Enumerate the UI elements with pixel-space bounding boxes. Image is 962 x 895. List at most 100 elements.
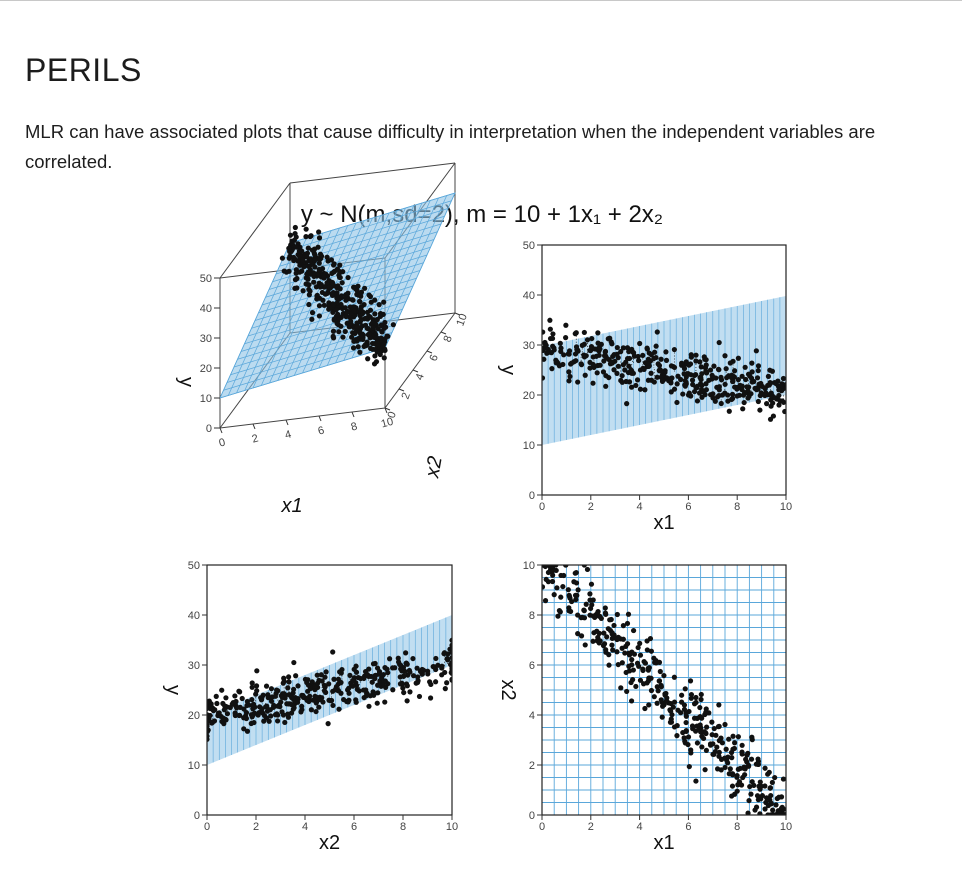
data-point [560,583,566,590]
data-point [567,373,573,380]
data-point [777,810,783,815]
data-point [614,649,620,655]
data-point [663,349,669,355]
data-point [275,703,281,709]
data-point [339,666,345,673]
data-point [716,387,722,393]
plane-gridline [286,200,452,252]
data-point [550,331,556,337]
data-point [353,328,359,335]
data-point [767,785,774,791]
data-point [778,383,785,389]
data-point [573,358,579,364]
data-point [214,700,220,707]
data-point [317,251,324,257]
data-point [549,366,555,372]
data-point [651,379,657,385]
data-point [581,565,587,568]
data-point [563,322,569,328]
data-point [299,257,306,263]
data-point [373,359,380,365]
z-tick-label: 0 [206,423,212,435]
data-point [724,375,730,381]
data-point [295,695,301,702]
data-point [345,274,351,281]
data-point [772,774,778,781]
data-point [718,400,724,407]
data-point [236,712,242,719]
data-point [739,751,745,757]
data-point [395,655,401,661]
data-point [253,683,260,689]
data-point [732,740,738,746]
x-tick-label: 10 [380,416,395,431]
data-point [651,694,657,700]
data-point [542,375,546,381]
data-point [308,233,314,239]
data-point [768,792,774,799]
data-point [305,677,311,683]
data-point [726,408,732,414]
x-tick-label: 4 [637,821,643,833]
data-point [664,695,670,701]
data-point [630,350,637,356]
y-tick-label: 10 [523,560,535,572]
data-point [566,369,572,375]
data-point [752,385,758,391]
data-point [652,659,658,666]
data-point [704,724,710,730]
data-point [625,611,632,617]
x2-tick-mark [454,312,461,316]
data-point [336,706,342,712]
data-point [433,655,439,662]
data-point [337,262,343,268]
data-point [542,565,548,570]
data-point [375,326,381,332]
data-point [335,676,342,682]
data-point [590,380,596,386]
data-point [723,366,729,372]
data-point [753,348,759,354]
data-point [689,723,696,729]
y-tick-label: 10 [523,440,535,452]
data-point [594,628,600,634]
data-point [653,343,659,349]
data-point [381,355,387,361]
data-point [658,684,664,690]
data-point [319,678,325,684]
data-point [207,723,210,729]
data-point [224,711,231,717]
data-point [619,660,625,666]
data-point [614,344,620,351]
x-tick-label: 6 [685,501,691,513]
data-point [744,752,750,758]
data-point [587,612,593,618]
data-point [290,690,296,696]
data-point [615,363,621,369]
data-point [587,591,593,597]
x-tick-mark [219,427,223,434]
data-point [318,672,324,678]
x2-tick-label: 0 [385,410,398,420]
data-point [286,674,292,680]
data-point [748,391,754,397]
data-point [668,389,674,395]
data-point [609,341,615,347]
data-point [321,273,327,279]
y-tick-label: 0 [529,490,535,502]
y-tick-label: 50 [188,560,200,572]
data-point [675,373,681,379]
data-point [312,264,318,270]
data-point [292,231,298,237]
data-point [358,333,364,339]
x2-tick-label: 6 [427,353,440,363]
data-point [671,674,677,680]
data-point [686,763,692,770]
data-point [211,718,218,724]
data-point [690,381,696,388]
data-point [609,642,615,648]
data-point [316,257,323,263]
data-point [738,782,745,788]
data-point [737,382,743,389]
data-point [642,660,649,666]
